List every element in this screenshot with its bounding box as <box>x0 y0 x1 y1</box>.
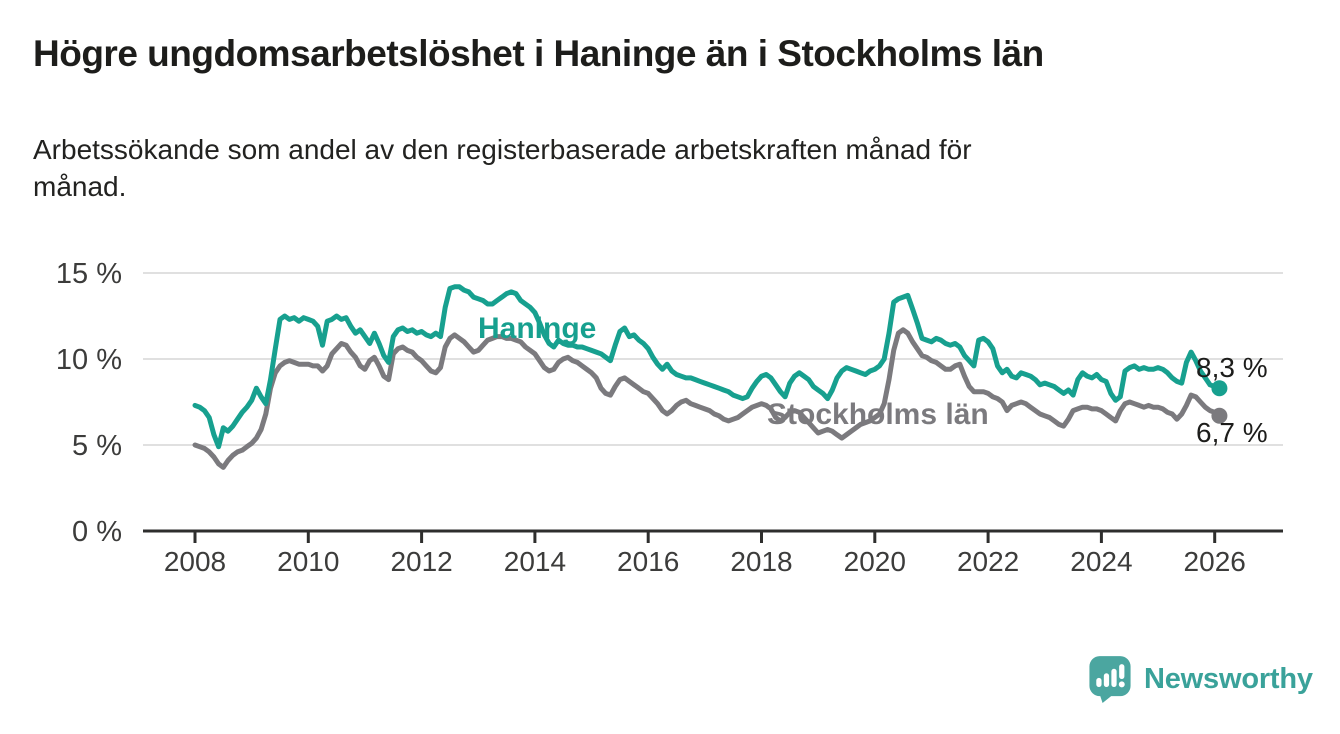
y-tick-label-10: 10 % <box>56 344 122 376</box>
x-tick-label-2008: 2008 <box>164 546 226 577</box>
chart-title: Högre ungdomsarbetslöshet i Haninge än i… <box>33 33 1044 74</box>
y-tick-label-0: 0 % <box>72 516 122 548</box>
x-tick-label-2012: 2012 <box>390 546 452 577</box>
haninge-end-dot <box>1211 380 1228 397</box>
x-tick-label-2024: 2024 <box>1070 546 1132 577</box>
brand-name: Newsworthy <box>1144 662 1313 695</box>
x-tick-label-2022: 2022 <box>957 546 1019 577</box>
stockholm-line <box>192 327 1222 470</box>
x-tick-label-2016: 2016 <box>617 546 679 577</box>
x-tick-label-2026: 2026 <box>1184 546 1246 577</box>
newsworthy-bubble-chart-icon <box>1089 656 1131 703</box>
haninge-series-label: Haninge <box>478 312 596 345</box>
stockholm-series-label: Stockholms län <box>767 398 989 431</box>
y-tick-label-5: 5 % <box>72 430 122 462</box>
y-tick-label-15: 15 % <box>56 258 122 290</box>
chart-subtitle: Arbetssökande som andel av den registerb… <box>33 131 1253 205</box>
x-tick-label-2014: 2014 <box>504 546 566 577</box>
newsworthy-logo: Newsworthy <box>1087 655 1313 703</box>
haninge-end-value: 8,3 % <box>1196 352 1268 383</box>
chart-subtitle-line-1: Arbetssökande som andel av den registerb… <box>33 134 972 165</box>
stockholm-end-dot <box>1211 407 1228 424</box>
x-tick-label-2010: 2010 <box>277 546 339 577</box>
x-tick-label-2020: 2020 <box>844 546 906 577</box>
haninge-line <box>192 284 1222 450</box>
stockholm-end-value: 6,7 % <box>1196 417 1268 448</box>
x-tick-label-2018: 2018 <box>730 546 792 577</box>
chart-subtitle-line-2: månad. <box>33 171 127 202</box>
